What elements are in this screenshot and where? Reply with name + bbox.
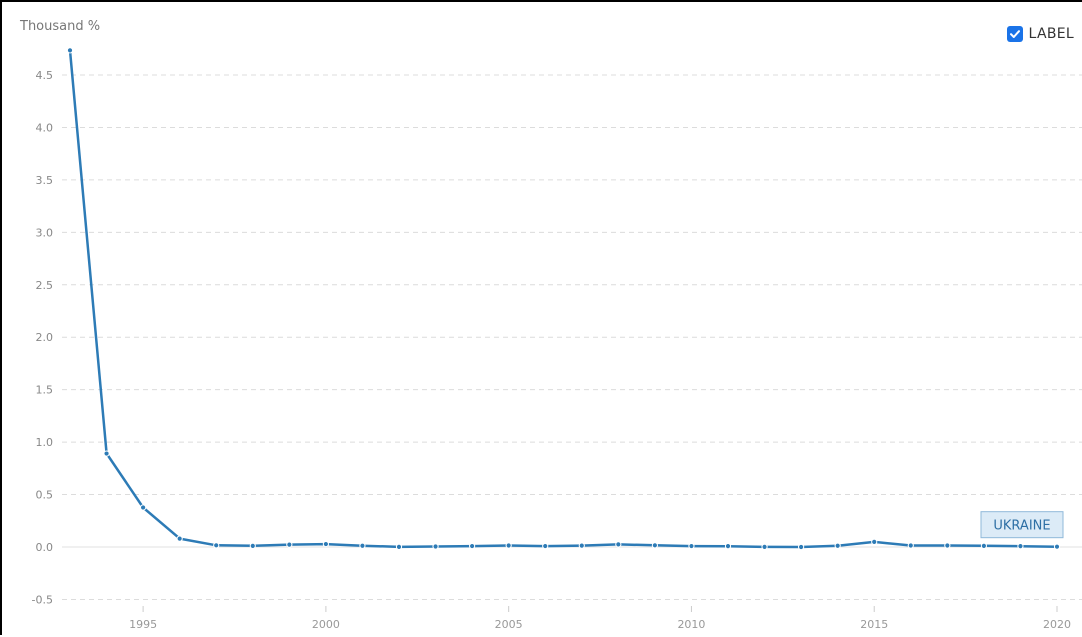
x-tick-label: 2015: [860, 618, 888, 631]
y-tick-label: -0.5: [32, 593, 53, 606]
data-point[interactable]: [213, 542, 220, 549]
data-point[interactable]: [834, 542, 841, 549]
y-tick-label: 1.5: [36, 384, 54, 397]
y-tick-label: 1.0: [36, 436, 54, 449]
x-tick-label: 1995: [129, 618, 157, 631]
data-point[interactable]: [871, 538, 878, 545]
series-label-box: [980, 511, 1064, 539]
series-layer: [66, 47, 1061, 551]
y-tick-label: 0.0: [36, 541, 54, 554]
data-point[interactable]: [469, 542, 476, 550]
data-point[interactable]: [66, 47, 74, 54]
data-point[interactable]: [798, 543, 805, 551]
x-tick-label: 2010: [677, 618, 705, 631]
y-axis-unit-label: Thousand %: [20, 19, 101, 34]
data-point[interactable]: [286, 541, 293, 548]
y-tick-label: 2.0: [36, 331, 54, 344]
grid-layer: [62, 74, 1082, 600]
data-point[interactable]: [724, 543, 732, 550]
series-label-layer: UKRAINE: [980, 511, 1064, 539]
data-point[interactable]: [395, 543, 403, 550]
x-axis-ticks: 1995 2000 2005 2010 2015 2020: [129, 606, 1071, 631]
data-point[interactable]: [651, 542, 658, 549]
series-label-text: UKRAINE: [993, 519, 1050, 534]
data-point[interactable]: [505, 542, 512, 549]
data-point[interactable]: [1053, 543, 1061, 550]
y-axis-ticks: -0.5 0.0 0.5 1.0 1.5 2.0 2.5 3.0 3.5 4.0 4.5: [32, 69, 53, 606]
label-toggle[interactable]: LABEL: [1006, 26, 1074, 42]
series-line-ukraine[interactable]: [68, 50, 1058, 549]
y-tick-label: 2.5: [36, 279, 54, 292]
data-point[interactable]: [176, 535, 183, 542]
data-point[interactable]: [578, 542, 585, 549]
label-toggle-text: LABEL: [1028, 26, 1074, 42]
data-point[interactable]: [907, 542, 914, 549]
data-point[interactable]: [322, 540, 329, 548]
x-tick-label: 2000: [312, 618, 340, 631]
data-point[interactable]: [944, 542, 951, 549]
data-point[interactable]: [103, 450, 110, 457]
y-tick-label: 3.0: [36, 226, 54, 239]
data-point[interactable]: [542, 542, 549, 550]
y-tick-label: 0.5: [36, 489, 54, 502]
data-point[interactable]: [1017, 543, 1024, 550]
y-tick-label: 4.0: [36, 121, 54, 134]
data-point[interactable]: [249, 542, 256, 549]
x-tick-label: 2020: [1043, 618, 1071, 631]
y-tick-label: 3.5: [36, 174, 54, 187]
data-point[interactable]: [359, 542, 366, 549]
data-point[interactable]: [688, 542, 695, 550]
data-point[interactable]: [615, 541, 622, 548]
x-tick-label: 2005: [495, 618, 523, 631]
data-point[interactable]: [980, 542, 987, 549]
y-tick-label: 4.5: [36, 69, 54, 82]
checkmark-icon: [1009, 30, 1020, 38]
data-point[interactable]: [761, 543, 768, 550]
data-point[interactable]: [140, 504, 147, 511]
data-point[interactable]: [432, 543, 439, 550]
label-checkbox[interactable]: [1006, 26, 1023, 42]
